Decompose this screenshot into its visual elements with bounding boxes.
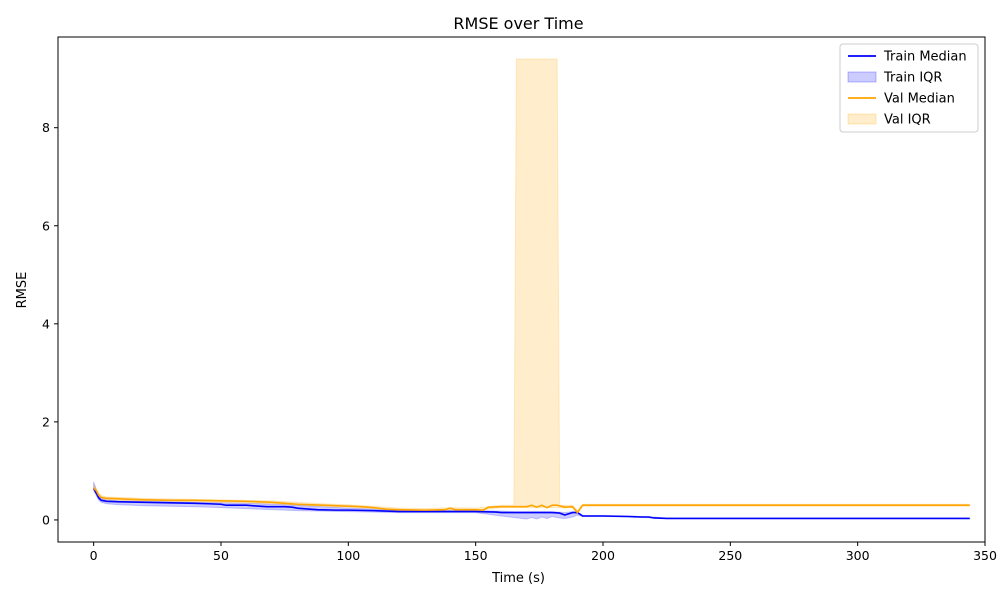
legend-label: Val Median [884,92,955,107]
legend-box [839,43,979,133]
legend-item-train-iqr: Train IQR [847,71,942,86]
y-tick-label: 8 [42,120,50,135]
x-tick-label: 300 [846,548,870,563]
x-tick-label: 100 [336,548,360,563]
y-tick-label: 4 [42,316,50,331]
x-axis-label: Time (s) [491,571,545,586]
y-tick-label: 0 [42,512,50,527]
x-tick-label: 150 [464,548,488,563]
y-tick-label: 6 [42,218,50,233]
val-iqr-band [93,58,971,514]
legend-label: Train IQR [883,71,942,86]
legend-label: Train Median [883,50,967,65]
series-group [92,58,971,520]
val-median-line [93,487,970,514]
axes: 0 50 100 150 200 250 300 350 0 2 4 6 8 [42,36,997,563]
legend-swatch [847,71,877,83]
legend-item-val-median: Val Median [848,92,955,107]
x-tick-label: 350 [973,548,997,563]
legend-item-train-median: Train Median [848,50,967,65]
y-tick-label: 2 [42,414,50,429]
train-median-line [92,487,970,520]
chart-title: RMSE over Time [453,14,583,33]
legend-label: Val IQR [884,113,931,128]
x-tick-label: 200 [591,548,615,563]
x-tick-label: 0 [90,548,98,563]
legend-swatch [847,113,877,125]
plot-area [92,58,971,520]
legend-item-val-iqr: Val IQR [847,113,931,128]
plot-frame [57,36,986,543]
legend: Train Median Train IQR Val Median Val IQR [839,43,979,133]
x-tick-label: 250 [718,548,742,563]
x-tick-label: 50 [213,548,229,563]
y-axis-label: RMSE [15,272,30,309]
